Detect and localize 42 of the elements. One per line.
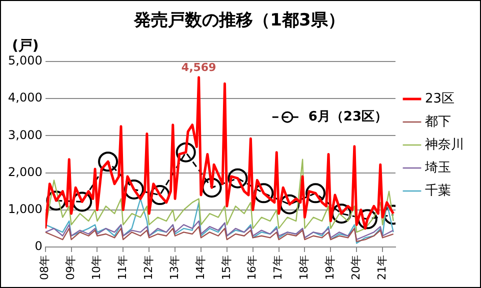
- point: [280, 194, 300, 214]
- x-tick-label: 18年: [298, 255, 311, 280]
- point: [228, 168, 248, 188]
- point: [331, 204, 352, 224]
- x-tick-label: 19年: [324, 255, 337, 280]
- y-tick-label: 0: [34, 239, 42, 254]
- y-tick-label: 1,000: [8, 202, 42, 216]
- x-tick-label: 12年: [142, 255, 155, 280]
- y-axis-title: (戸): [12, 38, 39, 54]
- x-tick-label: 20年: [349, 255, 362, 280]
- point: [202, 178, 222, 198]
- point: [124, 179, 144, 200]
- point: [176, 142, 196, 162]
- legend-label: 23区: [425, 91, 455, 106]
- y-tick-label: 2,000: [8, 164, 42, 179]
- x-tick-label: 17年: [272, 255, 285, 280]
- x-tick-label: 11年: [116, 255, 130, 280]
- legend-label: 千葉: [425, 183, 451, 198]
- x-tick-label: 21年: [375, 255, 388, 280]
- chart-title: 発売戸数の推移（1都3県）: [133, 10, 345, 31]
- x-tick-label: 08年: [38, 255, 52, 280]
- point: [357, 209, 378, 230]
- y-tick-label: 5,000: [8, 54, 42, 68]
- point: [150, 185, 170, 206]
- x-tick-label: 14年: [194, 255, 207, 280]
- point: [72, 192, 92, 212]
- point: [306, 183, 326, 204]
- annotation: 4,569: [181, 60, 216, 74]
- x-tick-label: 13年: [168, 255, 181, 280]
- x-tick-label: 15年: [220, 255, 233, 280]
- x-tick-label: 10年: [90, 255, 104, 280]
- legend-label: 6月（23区）: [308, 109, 388, 124]
- legend-label: 都下: [425, 114, 451, 130]
- point: [98, 152, 118, 172]
- point: [254, 183, 274, 204]
- y-tick-label: 4,000: [8, 90, 42, 105]
- point: [46, 190, 66, 211]
- x-tick-label: 16年: [246, 255, 259, 280]
- y-tick-label: 3,000: [8, 128, 42, 142]
- x-tick-label: 09年: [64, 255, 78, 280]
- legend-label: 神奈川: [425, 137, 464, 152]
- legend-label: 埼玉: [424, 160, 451, 176]
